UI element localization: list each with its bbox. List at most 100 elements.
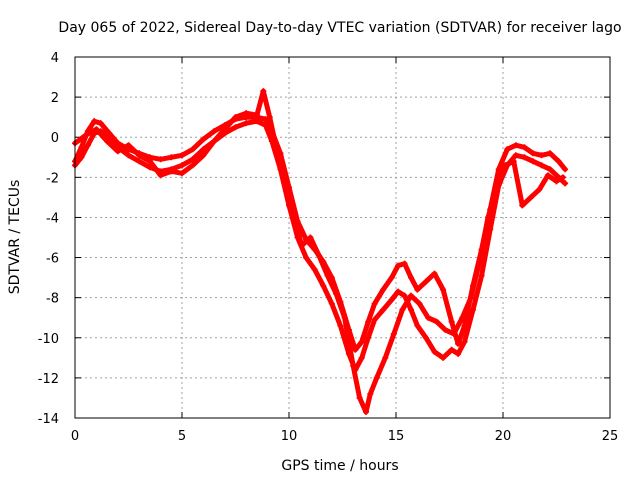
data-point (493, 186, 500, 193)
data-point (253, 118, 260, 125)
series-track-a (72, 114, 569, 353)
data-point (179, 170, 185, 177)
data-point (544, 172, 551, 179)
data-point (358, 338, 365, 345)
data-point (232, 124, 239, 131)
data-point (562, 180, 569, 187)
data-point (333, 290, 340, 297)
data-point (157, 172, 164, 179)
data-point (168, 168, 175, 175)
data-point (553, 178, 560, 185)
data-point (395, 288, 402, 295)
data-point (281, 174, 288, 181)
data-point (179, 162, 185, 169)
data-point (450, 330, 457, 337)
data-point (395, 262, 402, 269)
data-point (555, 158, 562, 165)
data-point (104, 138, 111, 145)
data-point (502, 162, 509, 169)
data-point (84, 142, 91, 149)
data-point (146, 158, 153, 165)
data-point (78, 144, 85, 151)
data-point (82, 132, 89, 139)
x-tick-label: 0 (71, 429, 79, 444)
data-point (221, 126, 228, 133)
data-point (365, 334, 372, 341)
data-point (380, 286, 387, 293)
data-point (485, 214, 492, 221)
data-point (407, 274, 414, 281)
data-point (448, 318, 455, 325)
data-point (388, 274, 395, 281)
data-point (363, 408, 370, 415)
data-point (433, 318, 440, 325)
data-point (356, 394, 363, 401)
data-point (455, 350, 462, 357)
data-point (461, 338, 468, 345)
data-point (470, 306, 477, 313)
y-tick-label: -10 (38, 332, 59, 347)
data-point (521, 144, 528, 151)
data-point (352, 346, 359, 353)
data-point (232, 114, 239, 121)
data-point (414, 322, 421, 329)
data-point (422, 334, 429, 341)
series-line (72, 88, 566, 415)
data-point (273, 144, 280, 151)
data-point (416, 300, 423, 307)
data-point (476, 258, 483, 265)
data-point (388, 296, 395, 303)
data-point (536, 186, 543, 193)
data-point (521, 154, 528, 161)
data-point (211, 128, 218, 135)
data-point (504, 146, 511, 153)
data-point (260, 88, 267, 95)
data-point (298, 242, 305, 249)
data-point (243, 120, 250, 127)
data-point (114, 148, 121, 155)
data-point (440, 286, 447, 293)
grid (75, 57, 610, 418)
data-point (495, 166, 502, 173)
data-point (97, 120, 104, 127)
data-point (307, 234, 314, 241)
data-point (341, 314, 348, 321)
data-point (562, 166, 569, 173)
data-point (510, 158, 517, 165)
y-tick-label: -2 (46, 171, 59, 186)
data-point (425, 314, 432, 321)
data-point (315, 252, 322, 259)
data-point (459, 314, 466, 321)
data-point (125, 152, 132, 159)
data-point (527, 194, 534, 201)
y-tick-label: -4 (46, 211, 59, 226)
y-tick-label: -14 (38, 412, 59, 427)
data-point (324, 272, 331, 279)
data-point (559, 174, 566, 181)
data-point (320, 282, 327, 289)
data-point (407, 306, 414, 313)
data-point (529, 158, 536, 165)
data-point (179, 152, 185, 159)
x-tick-label: 25 (602, 429, 619, 444)
x-tick-label: 5 (178, 429, 186, 444)
data-point (519, 202, 526, 209)
data-point (337, 322, 344, 329)
data-point (371, 300, 378, 307)
series-track-c (72, 88, 566, 415)
data-point (365, 318, 372, 325)
data-point (189, 146, 196, 153)
data-point (200, 152, 207, 159)
data-point (382, 354, 389, 361)
data-point (93, 126, 100, 133)
data-point (262, 122, 269, 129)
data-point (529, 150, 536, 157)
y-axis-label: SDTVAR / TECUs (7, 180, 23, 295)
y-tick-label: -6 (46, 252, 59, 267)
data-point (189, 156, 196, 163)
data-point (442, 326, 449, 333)
data-point (538, 152, 545, 159)
y-tick-label: 2 (51, 91, 59, 106)
y-tick-label: 0 (51, 131, 59, 146)
data-point (401, 292, 408, 299)
